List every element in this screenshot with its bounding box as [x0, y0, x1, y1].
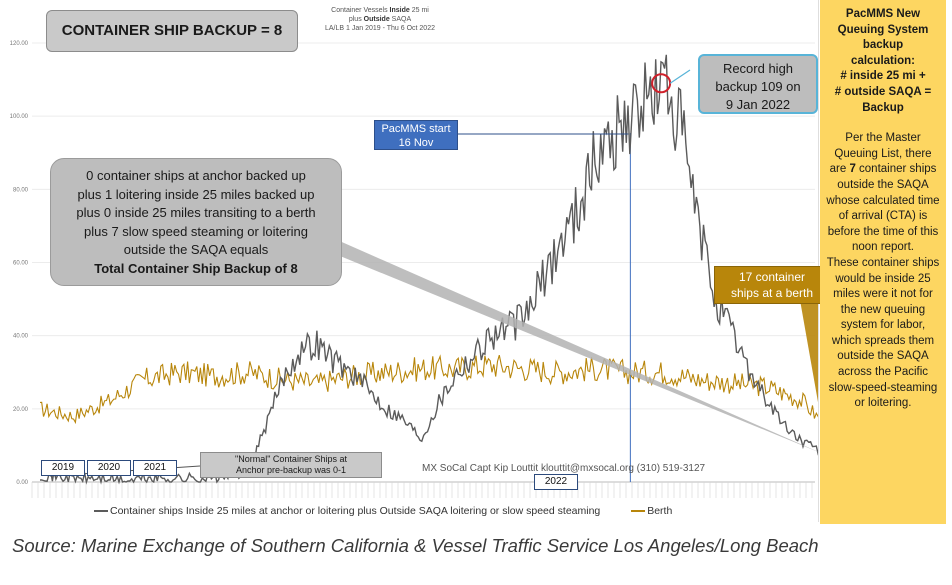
breakdown-pointer-wedge [310, 228, 818, 452]
y-tick-label-60: 60.00 [13, 261, 29, 267]
series-layer [39, 54, 818, 485]
record-high-callout: Record high backup 109 on 9 Jan 2022 [698, 54, 818, 114]
berth-series-line [39, 354, 818, 425]
year-label-2021: 2021 [133, 460, 177, 476]
total-backup-text: Total Container Ship Backup of 8 [94, 260, 298, 276]
queuing-system-panel: PacMMS New Queuing System backup calcula… [820, 0, 946, 524]
backup-title-box: CONTAINER SHIP BACKUP = 8 [46, 10, 298, 52]
backup-breakdown-callout: 0 container ships at anchor backed up pl… [50, 158, 342, 286]
y-tick-label-100: 100.00 [10, 114, 29, 120]
y-tick-label-80: 80.00 [13, 187, 29, 193]
year-label-2019: 2019 [41, 460, 85, 476]
chart-legend: Container ships Inside 25 miles at ancho… [94, 505, 672, 517]
chart-area: 0.00 20.00 40.00 60.00 80.00 100.00 120.00 Con… [10, 0, 945, 522]
backup-series-line [40, 54, 818, 485]
year-label-2020: 2020 [87, 460, 131, 476]
berth-pointer-wedge [800, 300, 818, 403]
y-tick-label-120: 120.00 [10, 41, 29, 47]
y-tick-label-0: 0.00 [16, 480, 28, 486]
pacmms-start-callout: PacMMS start 16 Nov [374, 120, 458, 150]
chart-heading: Container Vessels Inside 25 mi plus Outs… [324, 7, 435, 32]
panel-heading: PacMMS New Queuing System backup calcula… [834, 8, 932, 114]
legend-swatch-backup [94, 510, 108, 513]
berth-count-callout: 17 container ships at a berth [714, 266, 830, 304]
legend-swatch-berth [631, 510, 646, 513]
y-tick-label-20: 20.00 [13, 407, 29, 413]
y-tick-label-40: 40.00 [13, 334, 29, 340]
legend-label-backup: Container ships Inside 25 miles at ancho… [110, 505, 601, 517]
legend-label-berth: Berth [647, 505, 673, 517]
panel-body: Per the Master Queuing List, there are 7… [826, 132, 940, 254]
chart-svg: 0.00 20.00 40.00 60.00 80.00 100.00 120.00 [10, 41, 818, 498]
year-label-2022: 2022 [534, 474, 578, 490]
normal-anchor-callout: "Normal" Container Ships at Anchor pre-b… [200, 452, 382, 478]
author-credit: MX SoCal Capt Kip Louttit klouttit@mxsoc… [422, 463, 706, 474]
source-caption: Source: Marine Exchange of Southern Cali… [12, 535, 819, 556]
panel-body-note: These container ships would be inside 25… [826, 256, 940, 410]
axis-layer: 0.00 20.00 40.00 60.00 80.00 100.00 120.00 [10, 41, 815, 498]
record-pointer-line [669, 69, 691, 84]
